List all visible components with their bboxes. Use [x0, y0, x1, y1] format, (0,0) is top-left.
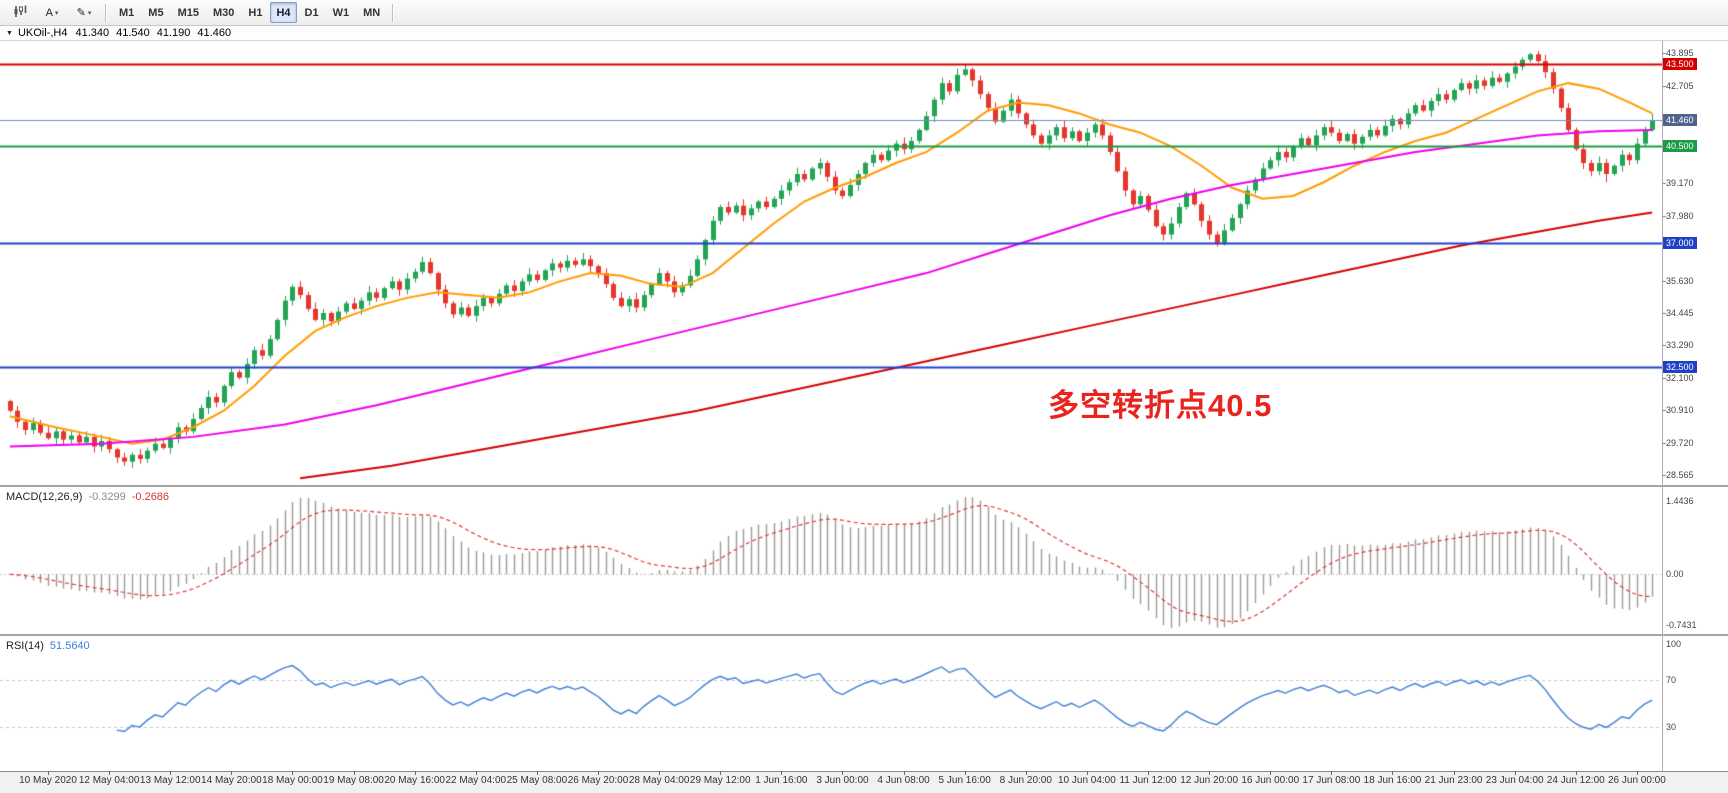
- price-axis-border: [1662, 41, 1663, 771]
- time-label: 23 Jun 04:00: [1485, 775, 1544, 786]
- price-axis-label: 35.630: [1666, 275, 1694, 286]
- macd-title: MACD(12,26,9): [6, 491, 83, 503]
- macd-axis-zero: 0.00: [1666, 569, 1684, 580]
- time-label: 17 Jun 08:00: [1302, 775, 1361, 786]
- rsi-axis-label-30: 30: [1666, 722, 1677, 733]
- time-label: 26 May 20:00: [567, 775, 629, 786]
- time-tick: [1637, 771, 1638, 775]
- price-axis-label: 37.980: [1666, 210, 1694, 221]
- price-axis-label: 30.910: [1666, 405, 1694, 416]
- pane-splitter[interactable]: [0, 634, 1728, 636]
- time-tick: [1148, 771, 1149, 775]
- chart-annotation[interactable]: 多空转折点40.5: [1048, 388, 1273, 423]
- price-axis-label: 39.170: [1666, 178, 1694, 189]
- price-tag-37.000: 37.000: [1663, 236, 1697, 249]
- time-tick: [109, 771, 110, 775]
- time-label: 29 May 12:00: [689, 775, 751, 786]
- time-label: 16 Jun 00:00: [1241, 775, 1300, 786]
- time-tick: [354, 771, 355, 775]
- time-tick: [842, 771, 843, 775]
- price-tag-40.500: 40.500: [1663, 140, 1697, 153]
- price-tag-32.500: 32.500: [1663, 360, 1697, 373]
- time-tick: [598, 771, 599, 775]
- time-label: 22 May 04:00: [445, 775, 507, 786]
- time-tick: [415, 771, 416, 775]
- time-label: 10 May 2020: [19, 775, 77, 786]
- rsi-pane-label: RSI(14) 51.5640: [6, 640, 90, 652]
- time-label: 18 May 00:00: [262, 775, 323, 786]
- macd-signal-value: -0.2686: [131, 491, 170, 503]
- rsi-axis-label-70: 70: [1666, 674, 1677, 685]
- macd-axis-max: 1.4436: [1666, 496, 1694, 506]
- price-axis-label: 28.565: [1666, 470, 1694, 480]
- price-axis-label: 32.100: [1666, 372, 1694, 383]
- time-label: 26 Jun 00:00: [1607, 775, 1666, 786]
- time-tick: [537, 771, 538, 775]
- time-tick: [720, 771, 721, 775]
- time-label: 11 Jun 12:00: [1119, 775, 1177, 786]
- macd-pane-label: MACD(12,26,9) -0.3299 -0.2686: [6, 491, 169, 503]
- time-label: 25 May 08:00: [506, 775, 568, 786]
- time-label: 18 Jun 16:00: [1363, 775, 1422, 786]
- time-tick: [1576, 771, 1577, 775]
- time-label: 12 Jun 20:00: [1180, 775, 1239, 786]
- time-tick: [1392, 771, 1393, 775]
- time-tick: [1087, 771, 1088, 775]
- time-axis[interactable]: [0, 771, 1728, 793]
- time-label: 19 May 08:00: [323, 775, 384, 786]
- time-tick: [904, 771, 905, 775]
- time-label: 5 Jun 16:00: [938, 775, 991, 786]
- time-tick: [781, 771, 782, 775]
- time-tick: [659, 771, 660, 775]
- macd-axis-min: -0.7431: [1666, 620, 1697, 630]
- rsi-title: RSI(14): [6, 640, 44, 652]
- time-label: 12 May 04:00: [78, 775, 140, 786]
- time-tick: [48, 771, 49, 775]
- time-label: 13 May 12:00: [139, 775, 201, 786]
- time-tick: [1515, 771, 1516, 775]
- pane-splitter[interactable]: [0, 485, 1728, 487]
- price-tag-41.460: 41.460: [1663, 114, 1697, 127]
- rsi-value: 51.5640: [49, 640, 90, 652]
- time-label: 10 Jun 04:00: [1057, 775, 1116, 786]
- time-label: 4 Jun 08:00: [877, 775, 930, 786]
- time-tick: [292, 771, 293, 775]
- time-label: 3 Jun 00:00: [816, 775, 869, 786]
- price-axis-label: 29.720: [1666, 438, 1694, 449]
- price-axis-label: 43.895: [1666, 48, 1694, 58]
- time-label: 1 Jun 16:00: [755, 775, 808, 786]
- macd-hist-value: -0.3299: [88, 491, 126, 503]
- time-tick: [1209, 771, 1210, 775]
- time-tick: [1331, 771, 1332, 775]
- rsi-axis-label-100: 100: [1666, 639, 1682, 649]
- time-tick: [231, 771, 232, 775]
- price-axis-label: 42.705: [1666, 80, 1694, 91]
- time-tick: [1026, 771, 1027, 775]
- price-axis-label: 33.290: [1666, 339, 1694, 350]
- price-tag-43.500: 43.500: [1663, 57, 1697, 70]
- time-label: 21 Jun 23:00: [1424, 775, 1483, 786]
- time-label: 24 Jun 12:00: [1546, 775, 1605, 786]
- time-tick: [1454, 771, 1455, 775]
- time-label: 28 May 04:00: [628, 775, 690, 786]
- time-label: 20 May 16:00: [384, 775, 445, 786]
- time-tick: [965, 771, 966, 775]
- price-axis-label: 34.445: [1666, 308, 1694, 319]
- time-label: 8 Jun 20:00: [999, 775, 1052, 786]
- time-tick: [1270, 771, 1271, 775]
- time-tick: [170, 771, 171, 775]
- time-label: 14 May 20:00: [201, 775, 262, 786]
- time-tick: [476, 771, 477, 775]
